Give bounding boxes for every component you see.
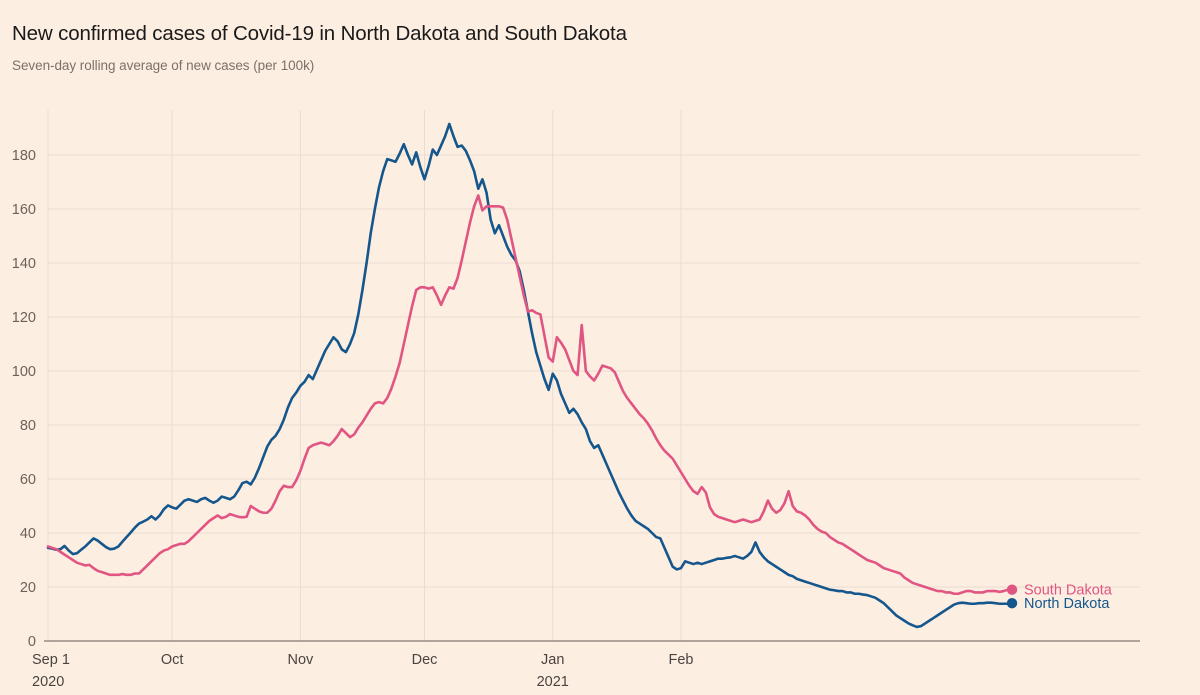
y-tick-label: 160: [12, 202, 36, 218]
y-tick-label: 120: [12, 310, 36, 326]
y-tick-label: 60: [20, 472, 36, 488]
x-axis-tick-labels: Sep 1 2020 Oct Nov Dec Jan 2021 Feb: [32, 652, 694, 690]
x-tick-label: Dec: [412, 652, 438, 668]
series-line-north-dakota: [46, 122, 1014, 629]
x-tick-label: Feb: [669, 652, 694, 668]
y-axis-tick-labels: 0 20 40 60 80 100 120 140 160 180: [12, 148, 36, 650]
legend-label-north-dakota[interactable]: North Dakota: [1024, 596, 1110, 612]
series-line-south-dakota: [46, 194, 1014, 596]
x-tick-label: Sep 1: [32, 652, 70, 668]
x-tick-label: Nov: [287, 652, 314, 668]
data-series-group: [46, 122, 1014, 629]
page-title: New confirmed cases of Covid-19 in North…: [12, 22, 627, 45]
legend-marker-south-dakota: [1006, 584, 1018, 595]
legend-marker-north-dakota: [1006, 598, 1018, 609]
y-tick-label: 100: [12, 364, 36, 380]
x-tick-label: Oct: [161, 652, 184, 668]
x-tick-year-label: 2020: [32, 674, 64, 690]
y-tick-label: 0: [28, 634, 36, 650]
x-tick-year-label: 2021: [537, 674, 569, 690]
y-tick-label: 20: [20, 580, 36, 596]
y-tick-label: 180: [12, 148, 36, 164]
chart-subtitle: Seven-day rolling average of new cases (…: [12, 58, 315, 73]
y-tick-label: 80: [20, 418, 36, 434]
x-gridlines: [47, 110, 682, 641]
legend-label-south-dakota[interactable]: South Dakota: [1024, 583, 1113, 599]
y-tick-label: 140: [12, 256, 36, 272]
y-tick-label: 40: [20, 526, 36, 542]
y-gridlines: [48, 154, 1140, 588]
x-tick-label: Jan: [541, 652, 564, 668]
